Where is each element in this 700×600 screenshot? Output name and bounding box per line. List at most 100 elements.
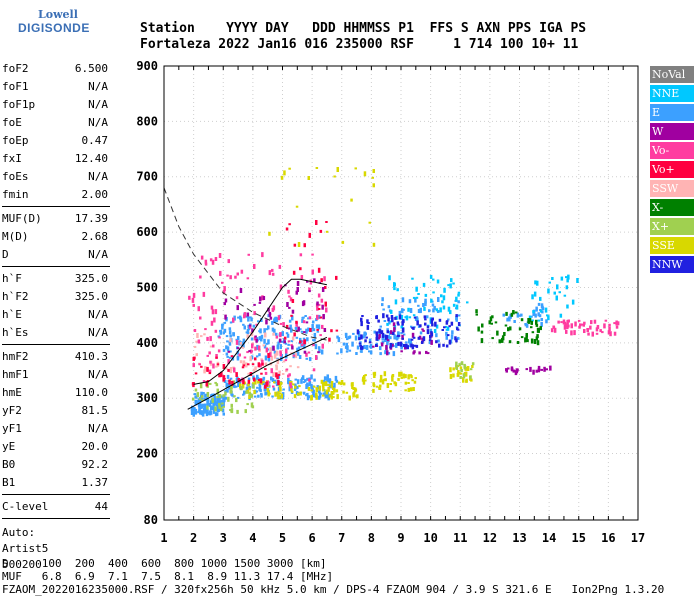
echo-point (245, 362, 248, 368)
echo-point (557, 320, 560, 324)
echo-point (300, 378, 303, 384)
echo-point (263, 344, 267, 349)
echo-point (320, 278, 323, 283)
echo-point (235, 372, 238, 378)
echo-point (389, 383, 392, 385)
echo-point (328, 394, 332, 398)
echo-point (236, 396, 240, 399)
echo-point (215, 412, 219, 416)
param-name: fxI (2, 152, 22, 165)
echo-point (299, 391, 302, 396)
echo-point (362, 379, 366, 383)
echo-point (512, 311, 515, 315)
echo-point (230, 389, 233, 394)
echo-point (608, 323, 611, 327)
footer-muf-row: MUF 6.8 6.9 7.1 7.5 8.1 8.9 11.3 17.4 [M… (2, 570, 334, 583)
echo-point (191, 410, 194, 413)
echo-point (400, 332, 403, 334)
echo-point (243, 356, 247, 359)
echo-point (222, 290, 226, 294)
echo-point (192, 382, 195, 388)
echo-point (533, 339, 537, 344)
echo-point (434, 321, 437, 327)
echo-point (545, 319, 548, 324)
echo-point (501, 337, 504, 343)
echo-point (328, 378, 331, 384)
echo-point (276, 375, 279, 380)
echo-point (255, 323, 258, 326)
echo-point (405, 343, 408, 348)
echo-point (204, 328, 207, 331)
echo-point (316, 328, 319, 331)
echo-point (258, 385, 262, 391)
echo-point (242, 323, 245, 326)
echo-point (290, 344, 293, 347)
echo-point (583, 329, 586, 333)
echo-point (257, 345, 261, 351)
echo-point (459, 372, 463, 375)
echo-point (218, 404, 221, 409)
echo-point (255, 390, 258, 393)
echo-point (274, 316, 277, 322)
echo-point (337, 381, 341, 385)
echo-point (250, 337, 254, 341)
echo-point (285, 368, 289, 371)
echo-point (289, 297, 293, 302)
echo-point (567, 319, 570, 323)
echo-point (372, 388, 375, 393)
echo-point (246, 334, 249, 339)
echo-point (317, 293, 321, 298)
echo-point (397, 377, 400, 381)
echo-point (531, 319, 534, 322)
x-tick-label: 10 (423, 531, 437, 545)
echo-point (237, 316, 240, 319)
echo-point (475, 313, 478, 316)
param-name: h`E (2, 308, 22, 321)
echo-point (540, 318, 543, 321)
echo-point (285, 227, 289, 231)
echo-point (307, 176, 310, 180)
echo-point (401, 320, 404, 326)
echo-point (458, 363, 461, 367)
echo-point (290, 387, 293, 392)
echo-point (286, 302, 289, 307)
echo-point (226, 374, 230, 379)
param-name: foEs (2, 170, 29, 183)
echo-point (260, 338, 263, 342)
echo-point (223, 328, 227, 333)
echo-point (367, 322, 370, 324)
echo-point (312, 393, 315, 398)
echo-point (321, 287, 325, 292)
echo-point (387, 352, 390, 354)
echo-point (209, 400, 213, 405)
echo-point (313, 378, 316, 382)
echo-point (589, 325, 592, 330)
x-tick-label: 15 (572, 531, 586, 545)
echo-point (455, 338, 458, 343)
echo-point (355, 352, 358, 355)
echo-point (272, 385, 275, 388)
param-name: hmE (2, 386, 22, 399)
echo-point (290, 327, 293, 333)
echo-point (240, 386, 243, 391)
echo-point (214, 257, 218, 261)
echo-point (208, 351, 211, 355)
echo-point (194, 372, 198, 375)
echo-point (227, 368, 230, 372)
echo-point (203, 404, 207, 406)
param-name: MUF(D) (2, 212, 42, 225)
echo-point (413, 380, 417, 384)
echo-point (260, 392, 263, 395)
echo-point (216, 388, 219, 394)
echo-point (277, 373, 281, 376)
echo-point (560, 276, 564, 281)
echo-point (237, 378, 240, 381)
echo-point (268, 231, 271, 236)
echo-point (295, 329, 299, 332)
analysis-note: Artist5 (2, 542, 49, 555)
echo-point (401, 337, 404, 340)
echo-point (505, 311, 508, 316)
echo-point (590, 320, 593, 325)
echo-point (301, 319, 304, 323)
echo-point (193, 393, 196, 396)
